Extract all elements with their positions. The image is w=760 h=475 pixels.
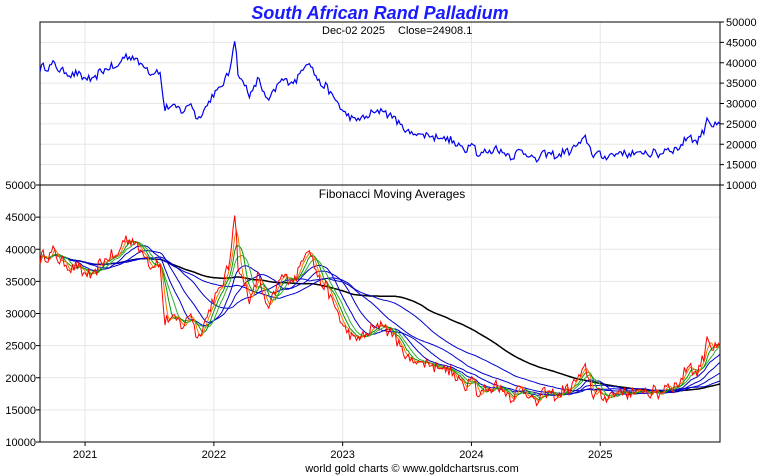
- footer-credit: world gold charts © www.goldchartsrus.co…: [304, 463, 519, 475]
- x-tick-label: 2023: [330, 449, 354, 461]
- top-panel-grid: [40, 21, 720, 186]
- ma-line-8: [39, 228, 721, 402]
- x-axis: 2021 2022 2023 2024 2025: [73, 442, 612, 461]
- top-y-tick-label: 30000: [726, 99, 757, 111]
- chart-title: South African Rand Palladium: [251, 3, 508, 23]
- top-y-tick-label: 50000: [726, 17, 757, 29]
- bottom-y-tick-label: 20000: [5, 373, 36, 385]
- bottom-y-tick-label: 30000: [5, 309, 36, 321]
- bottom-y-tick-label: 35000: [5, 276, 36, 288]
- top-y-tick-label: 25000: [726, 119, 757, 131]
- bottom-price-line: [39, 215, 721, 407]
- bottom-y-tick-label: 40000: [5, 244, 36, 256]
- bottom-y-tick-label: 25000: [5, 341, 36, 353]
- top-y-tick-label: 15000: [726, 160, 757, 172]
- bottom-y-tick-label: 10000: [5, 437, 36, 449]
- bottom-ma-series: [39, 215, 721, 407]
- x-tick-label: 2025: [588, 449, 612, 461]
- ma-line-55: [39, 250, 721, 396]
- top-price-series: [39, 41, 721, 163]
- top-y-tick-label: 45000: [726, 37, 757, 49]
- close-value: Close=24908.1: [398, 25, 472, 37]
- bottom-y-tick-label: 50000: [5, 180, 36, 192]
- bottom-y-axis: 50000 45000 40000 35000 30000 25000 20000 15000…: [5, 180, 40, 449]
- x-tick-label: 2024: [459, 449, 483, 461]
- top-y-axis: 50000 45000 40000 35000 30000 25000 20000 15000…: [720, 17, 757, 192]
- bottom-panel-grid: [40, 184, 720, 443]
- x-tick-label: 2022: [202, 449, 226, 461]
- ma-line-34: [39, 245, 721, 396]
- bottom-y-tick-label: 15000: [5, 405, 36, 417]
- ma-line-144: [39, 254, 721, 392]
- top-y-tick-label: 40000: [726, 58, 757, 70]
- top-y-tick-label: 35000: [726, 78, 757, 90]
- close-date: Dec-02 2025: [322, 25, 385, 37]
- ma-line-13: [39, 240, 721, 400]
- top-y-tick-label: 10000: [726, 180, 757, 192]
- ma-line-21: [39, 241, 721, 399]
- bottom-y-tick-label: 45000: [5, 212, 36, 224]
- top-price-line: [39, 41, 721, 163]
- top-y-tick-label: 20000: [726, 139, 757, 151]
- bottom-panel-title: Fibonacci Moving Averages: [319, 187, 466, 201]
- x-tick-label: 2021: [73, 449, 97, 461]
